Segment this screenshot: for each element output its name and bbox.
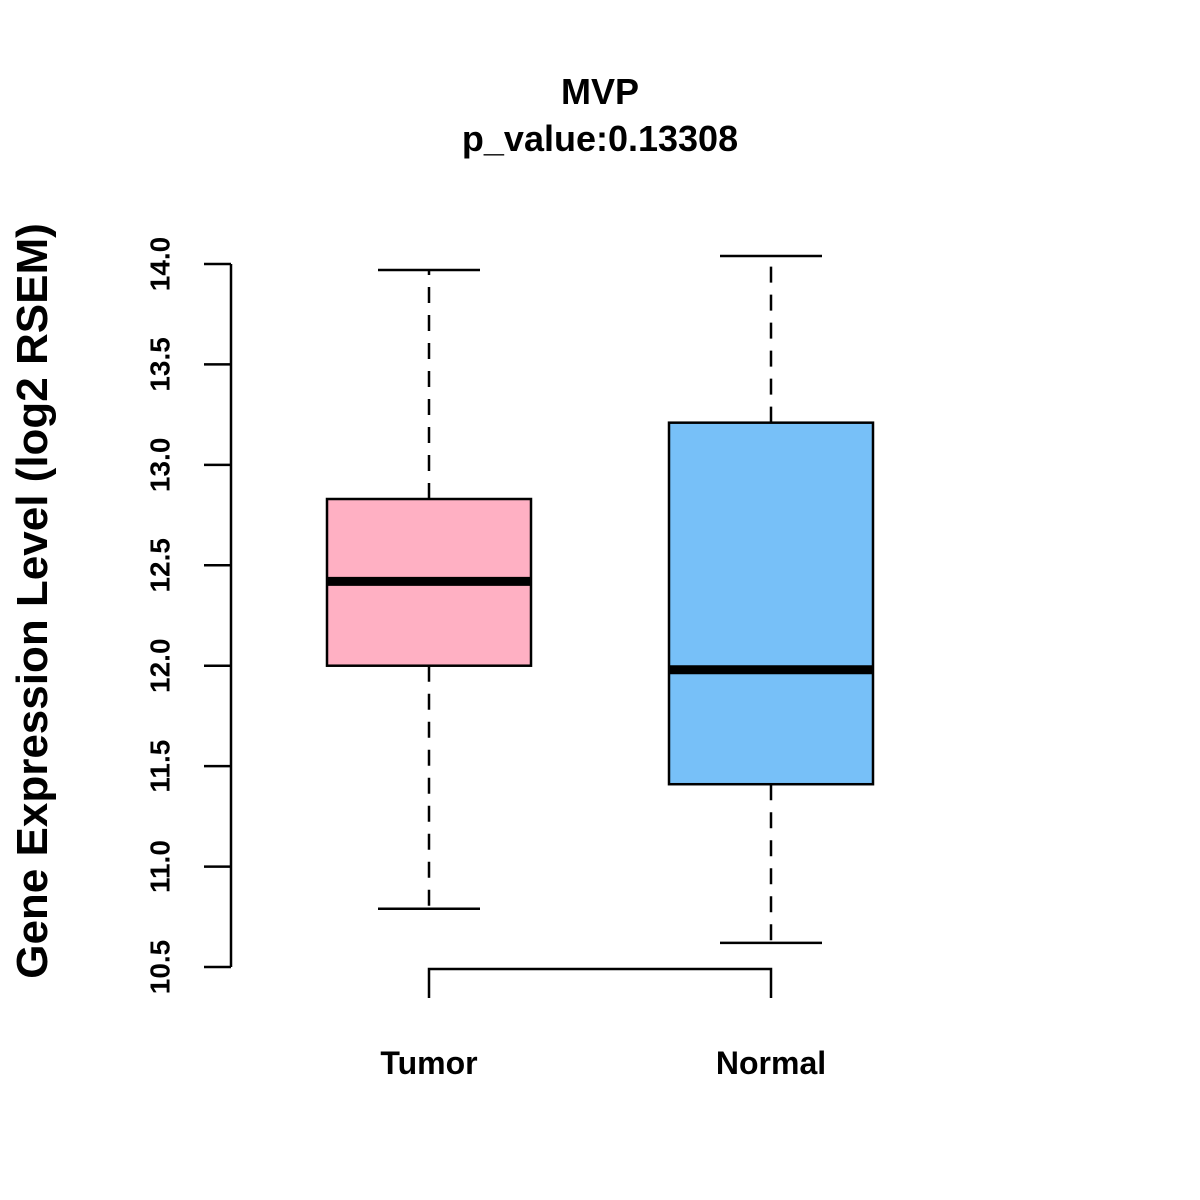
y-tick-label: 13.5 (145, 337, 176, 392)
x-category-label: Tumor (380, 1045, 477, 1081)
y-tick-label: 14.0 (145, 237, 176, 292)
y-tick-label: 11.0 (145, 840, 176, 893)
box-normal (667, 254, 875, 945)
chart-subtitle: p_value:0.13308 (462, 118, 738, 159)
comparison-bracket (427, 967, 773, 998)
y-axis: 10.5 11.0 11.5 12.0 12.5 13.0 13.5 14.0 (145, 237, 233, 995)
iqr-box (667, 421, 875, 786)
y-tick-label: 12.0 (145, 638, 176, 693)
y-tick-label: 12.5 (145, 538, 176, 593)
x-category-label: Normal (716, 1045, 826, 1081)
y-tick-label: 10.5 (145, 940, 176, 995)
x-axis-labels: Tumor Normal (380, 1045, 826, 1081)
y-tick-label: 11.5 (145, 740, 176, 793)
box-tumor (325, 268, 533, 911)
chart-title: MVP (561, 71, 639, 112)
y-tick-label: 13.0 (145, 438, 176, 493)
bracket-line (427, 967, 773, 998)
box-group (325, 254, 875, 945)
y-axis-label: Gene Expression Level (log2 RSEM) (8, 223, 57, 979)
